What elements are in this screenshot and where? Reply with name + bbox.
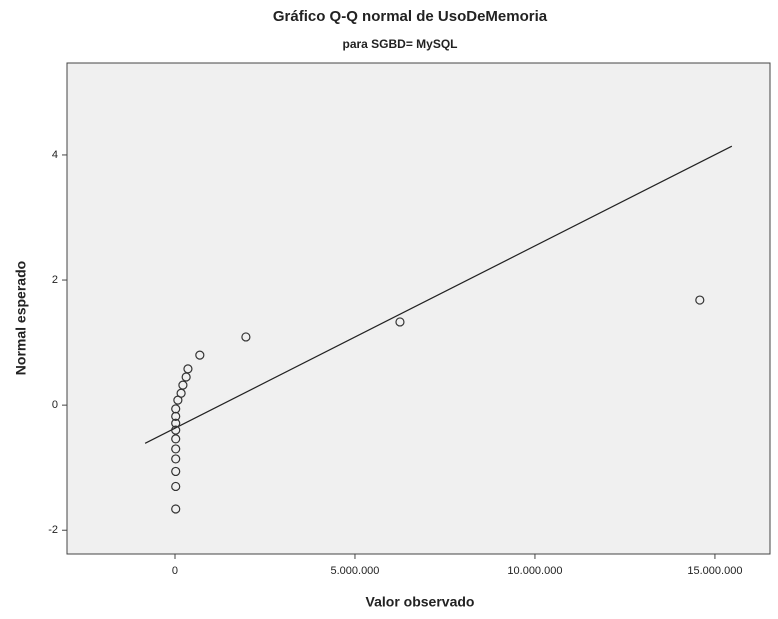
point (171, 434, 181, 444)
point (241, 332, 251, 342)
point (183, 364, 193, 374)
y-tick-label: 2 (52, 274, 58, 286)
x-axis-label: Valor observado (366, 594, 475, 610)
x-tick-label: 15.000.000 (687, 565, 742, 577)
x-tick-label: 5.000.000 (330, 565, 379, 577)
reference-line (144, 145, 733, 444)
point (171, 504, 181, 514)
point (171, 466, 181, 477)
point (695, 295, 705, 305)
point (178, 380, 188, 390)
point (171, 425, 181, 435)
y-tick-label: -2 (48, 524, 58, 536)
y-axis-label: Normal esperado (13, 261, 29, 375)
point (195, 350, 205, 360)
plot-area (66, 62, 771, 555)
point (171, 404, 181, 414)
point (171, 481, 181, 492)
x-tick-label: 10.000.000 (507, 565, 562, 577)
chart-subtitle: para SGBD= MySQL (342, 37, 457, 51)
point (395, 317, 405, 327)
point (171, 454, 181, 464)
point (171, 418, 181, 428)
chart-title: Gráfico Q-Q normal de UsoDeMemoria (273, 8, 548, 25)
x-tick-label: 0 (172, 565, 178, 577)
y-tick-label: 0 (52, 399, 58, 411)
point (171, 444, 181, 454)
y-tick-label: 4 (52, 149, 58, 161)
